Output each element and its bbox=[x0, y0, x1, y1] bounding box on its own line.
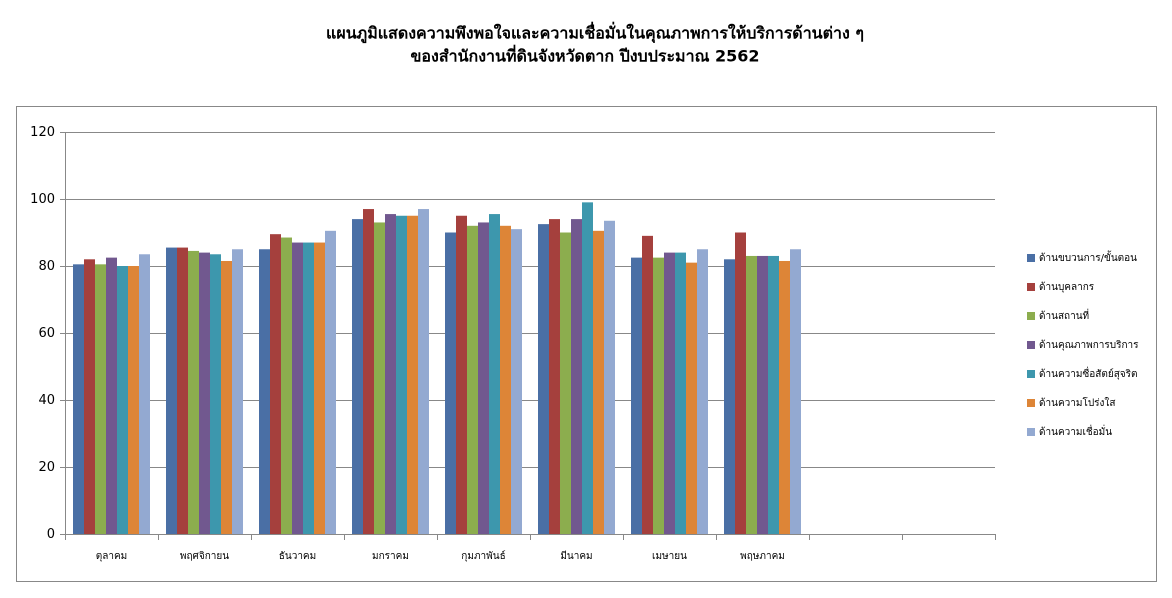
bar bbox=[270, 234, 281, 535]
chart-title: ของสำนักงานที่ดินจังหวัดตาก ปีงบประมาณ 2… bbox=[410, 45, 759, 66]
bar bbox=[790, 249, 801, 534]
bar bbox=[631, 257, 642, 534]
bar bbox=[571, 219, 582, 534]
bar bbox=[303, 242, 314, 535]
bar bbox=[281, 237, 292, 534]
bar bbox=[106, 257, 117, 534]
bar bbox=[232, 249, 243, 534]
bar bbox=[653, 257, 664, 534]
bar bbox=[325, 230, 336, 534]
bar bbox=[259, 249, 270, 534]
y-tick-label: 40 bbox=[38, 393, 55, 408]
bar bbox=[757, 255, 768, 534]
bar bbox=[582, 202, 593, 534]
legend-label: ด้านความซื่อสัตย์สุจริต bbox=[1039, 366, 1138, 380]
bar bbox=[314, 242, 325, 535]
bar bbox=[467, 225, 478, 535]
x-tick-label: มีนาคม bbox=[560, 550, 592, 562]
bar bbox=[746, 255, 757, 534]
legend-swatch bbox=[1027, 370, 1035, 378]
bar bbox=[363, 209, 374, 535]
bar bbox=[177, 247, 188, 534]
x-tick-label: เมษายน bbox=[652, 551, 687, 562]
legend-label: ด้านคุณภาพการบริการ bbox=[1039, 339, 1139, 351]
bar bbox=[511, 229, 522, 534]
bar bbox=[675, 252, 686, 534]
x-tick-label: ธันวาคม bbox=[279, 551, 316, 562]
bar bbox=[139, 254, 150, 534]
bar bbox=[642, 235, 653, 534]
y-tick-label: 120 bbox=[30, 125, 55, 140]
chart-frame bbox=[16, 106, 1157, 582]
legend-label: ด้านความเชื่อมั่น bbox=[1039, 424, 1112, 438]
y-tick-label: 0 bbox=[47, 527, 55, 542]
bar bbox=[560, 232, 571, 534]
bar bbox=[664, 252, 675, 534]
bar bbox=[538, 224, 549, 534]
y-tick-label: 80 bbox=[38, 259, 55, 274]
bar bbox=[445, 232, 456, 534]
bar bbox=[166, 247, 177, 534]
bar bbox=[396, 215, 407, 534]
bar bbox=[221, 260, 232, 534]
bar bbox=[385, 214, 396, 534]
bar bbox=[604, 220, 615, 534]
bar bbox=[210, 254, 221, 534]
y-tick-label: 100 bbox=[30, 192, 55, 207]
y-tick-label: 20 bbox=[38, 460, 55, 475]
x-tick-label: กุมภาพันธ์ bbox=[461, 550, 505, 562]
legend-swatch bbox=[1027, 312, 1035, 320]
x-tick-label: พฤศจิกายน bbox=[180, 551, 229, 562]
bar bbox=[779, 260, 790, 534]
x-tick-label: ตุลาคม bbox=[96, 551, 128, 562]
bar bbox=[735, 232, 746, 534]
legend-swatch bbox=[1027, 254, 1035, 262]
bar bbox=[724, 259, 735, 534]
chart-title: แผนภูมิแสดงความพึงพอใจและความเชื่อมั่นใน… bbox=[326, 22, 864, 45]
bar bbox=[188, 250, 199, 535]
bar bbox=[686, 262, 697, 534]
bar bbox=[199, 252, 210, 534]
bar bbox=[456, 215, 467, 534]
bar bbox=[697, 249, 708, 534]
x-tick-label: พฤษภาคม bbox=[740, 551, 785, 562]
bar bbox=[478, 222, 489, 534]
legend-swatch bbox=[1027, 283, 1035, 291]
bar bbox=[292, 242, 303, 535]
bar bbox=[84, 259, 95, 534]
bar bbox=[407, 215, 418, 534]
bar bbox=[768, 255, 779, 534]
legend-swatch bbox=[1027, 428, 1035, 436]
legend-swatch bbox=[1027, 399, 1035, 407]
bar bbox=[500, 225, 511, 535]
bar bbox=[352, 219, 363, 534]
bar bbox=[117, 266, 128, 534]
legend-label: ด้านสถานที่ bbox=[1039, 308, 1089, 322]
bar bbox=[549, 219, 560, 534]
bar bbox=[95, 264, 106, 534]
bar bbox=[489, 214, 500, 534]
legend-label: ด้านความโปร่งใส bbox=[1039, 396, 1115, 409]
legend-swatch bbox=[1027, 341, 1035, 349]
bar bbox=[593, 230, 604, 534]
legend-label: ด้านบุคลากร bbox=[1039, 281, 1095, 293]
bar bbox=[418, 209, 429, 535]
bar bbox=[73, 264, 84, 534]
bar bbox=[374, 222, 385, 534]
x-tick-label: มกราคม bbox=[372, 551, 409, 562]
legend-label: ด้านขบวนการ/ขั้นตอน bbox=[1039, 250, 1137, 264]
bar bbox=[128, 266, 139, 534]
y-tick-label: 60 bbox=[38, 326, 55, 341]
